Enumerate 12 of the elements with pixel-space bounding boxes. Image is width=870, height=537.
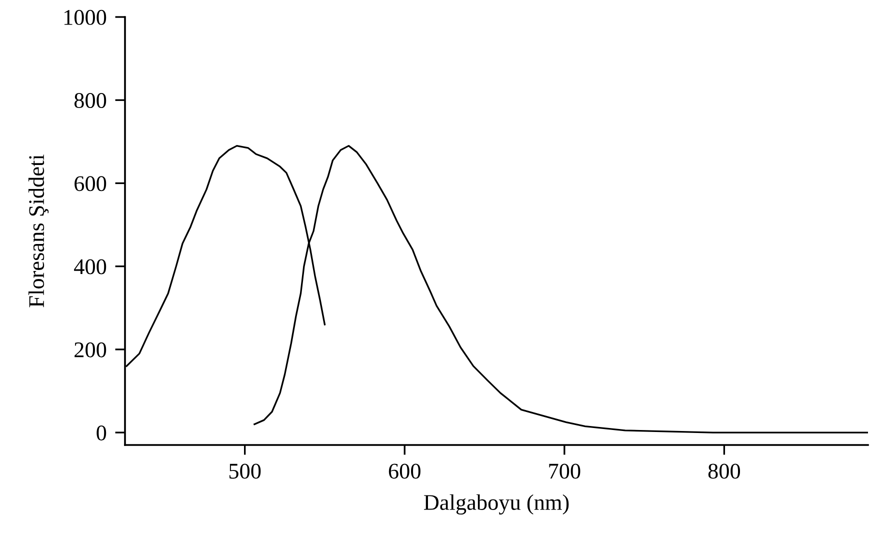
y-tick-label: 800 (74, 93, 106, 108)
y-tick-label: 1000 (64, 10, 106, 25)
y-tick-label: 200 (74, 342, 106, 358)
x-tick-label: 500 (229, 464, 261, 479)
y-axis-title: Floresans Şiddeti (28, 154, 49, 308)
x-tick-label: 800 (708, 464, 740, 479)
y-tick-label: 0 (96, 425, 106, 440)
x-axis-title: Dalgaboyu (nm) (424, 494, 569, 515)
x-tick-label: 600 (388, 464, 420, 479)
y-tick-label: 600 (74, 176, 106, 192)
y-tick-label: 400 (74, 259, 106, 274)
x-tick-label: 700 (549, 464, 580, 479)
